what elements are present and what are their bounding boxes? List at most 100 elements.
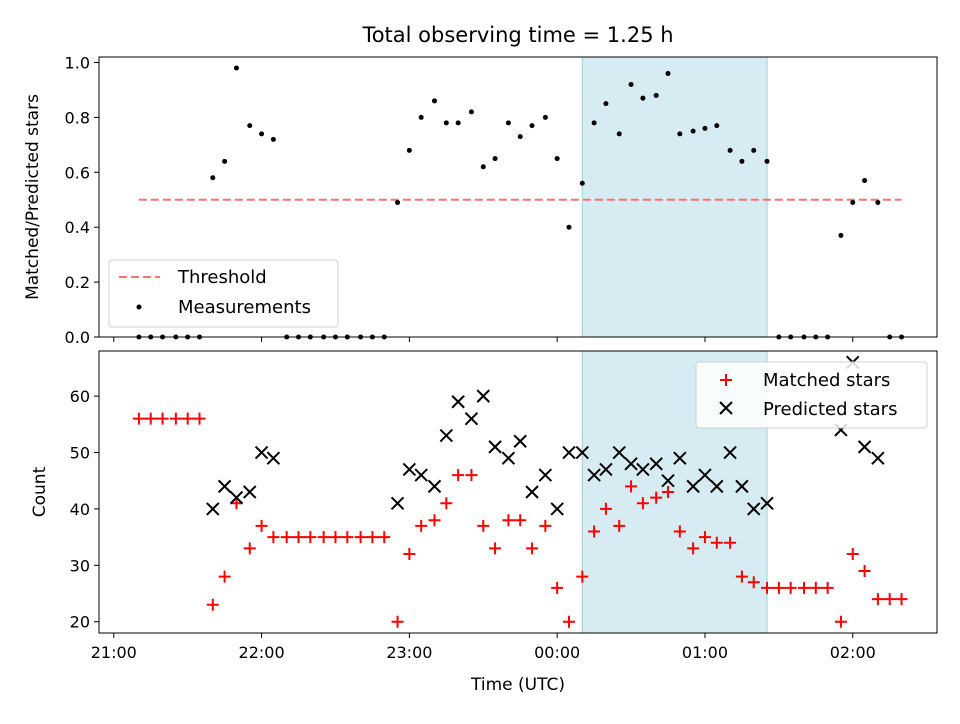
data-point	[636, 462, 650, 477]
data-point	[735, 570, 748, 583]
x-tick-label: 02:00	[830, 643, 876, 662]
data-point	[673, 525, 686, 538]
legend-predicted-swatch	[719, 401, 733, 415]
data-point	[270, 136, 276, 142]
data-point	[871, 451, 885, 465]
data-point	[846, 548, 859, 561]
y-tick-label: 20	[70, 613, 90, 632]
data-point	[727, 147, 733, 153]
x-axis-label: Time (UTC)	[470, 675, 565, 695]
legend-predicted-label: Predicted stars	[763, 399, 897, 420]
data-point	[579, 180, 585, 186]
data-point	[132, 412, 145, 425]
data-point	[402, 462, 417, 477]
data-point	[677, 131, 683, 137]
data-point	[562, 445, 576, 460]
axes-frame	[98, 350, 938, 634]
chart-title: Total observing time = 1.25 h	[361, 23, 673, 47]
data-point	[714, 123, 720, 129]
bottom-panel: 20 30 40 50 60 21:00 22:00 23:00 00:00 01:00 02:00	[70, 350, 938, 662]
data-point	[529, 123, 535, 129]
data-point	[653, 92, 659, 98]
data-point	[772, 581, 785, 594]
data-point	[576, 570, 589, 583]
data-point	[636, 497, 649, 510]
data-point	[809, 581, 822, 594]
data-point	[599, 502, 612, 515]
x-tick-label: 22:00	[239, 643, 285, 662]
data-point	[640, 95, 646, 101]
data-point	[625, 480, 638, 493]
data-point	[850, 199, 856, 205]
data-point	[431, 98, 437, 104]
data-point	[317, 531, 330, 544]
data-point	[698, 468, 712, 482]
data-point	[599, 462, 613, 477]
data-point	[525, 485, 539, 499]
top-panel: 0.0 0.2 0.4 0.6 0.8 1.0	[65, 53, 938, 347]
data-point	[858, 564, 871, 577]
data-point	[616, 131, 622, 137]
axes-frame	[98, 56, 938, 338]
data-point	[702, 125, 708, 131]
data-point	[451, 395, 465, 409]
data-point	[439, 428, 454, 443]
data-point	[418, 114, 424, 120]
bottom-panel-y-axis-label: Count	[30, 466, 50, 517]
data-point	[390, 496, 405, 510]
data-point	[862, 178, 868, 184]
data-point	[259, 131, 265, 137]
data-point	[624, 457, 638, 471]
top-panel-y-axis-label: Matched/Predicted stars	[23, 94, 43, 300]
x-tick-label: 01:00	[682, 643, 728, 662]
data-point	[575, 445, 589, 460]
data-point	[665, 70, 671, 76]
data-point	[698, 531, 711, 544]
data-point	[875, 199, 881, 205]
data-point	[144, 412, 157, 425]
data-point	[267, 531, 280, 544]
data-point	[222, 158, 228, 164]
data-point	[440, 497, 453, 510]
data-point	[480, 164, 486, 170]
data-point	[210, 175, 216, 181]
data-point	[517, 134, 523, 140]
data-point	[501, 451, 516, 465]
data-point	[391, 615, 404, 628]
data-point	[751, 147, 757, 153]
data-point	[649, 457, 663, 471]
data-point	[797, 581, 810, 594]
data-point	[747, 502, 761, 516]
data-point	[230, 497, 243, 510]
data-point	[550, 502, 564, 516]
data-point	[710, 479, 724, 494]
data-point	[415, 519, 428, 532]
data-point	[513, 434, 527, 448]
data-point	[455, 120, 461, 126]
data-point	[883, 593, 896, 606]
data-point	[526, 542, 539, 555]
data-point	[366, 531, 379, 544]
data-point	[341, 531, 354, 544]
data-point	[292, 531, 305, 544]
legend-matched-swatch	[720, 374, 732, 386]
series-measurements	[136, 65, 905, 340]
data-point	[477, 519, 490, 532]
legend-bottom-panel: Matched stars Predicted stars	[695, 361, 928, 429]
data-point	[443, 120, 449, 126]
y-tick-label: 0.8	[65, 108, 90, 127]
x-tick-label: 21:00	[91, 643, 137, 662]
data-point	[492, 156, 498, 162]
data-point	[229, 490, 244, 505]
data-point	[603, 101, 609, 107]
data-point	[427, 479, 442, 494]
data-point	[395, 199, 401, 205]
data-point	[760, 496, 774, 510]
data-point	[156, 412, 169, 425]
data-point	[650, 491, 663, 504]
data-point	[181, 412, 194, 425]
data-point	[739, 158, 745, 164]
data-point	[233, 65, 239, 71]
data-point	[255, 519, 268, 532]
